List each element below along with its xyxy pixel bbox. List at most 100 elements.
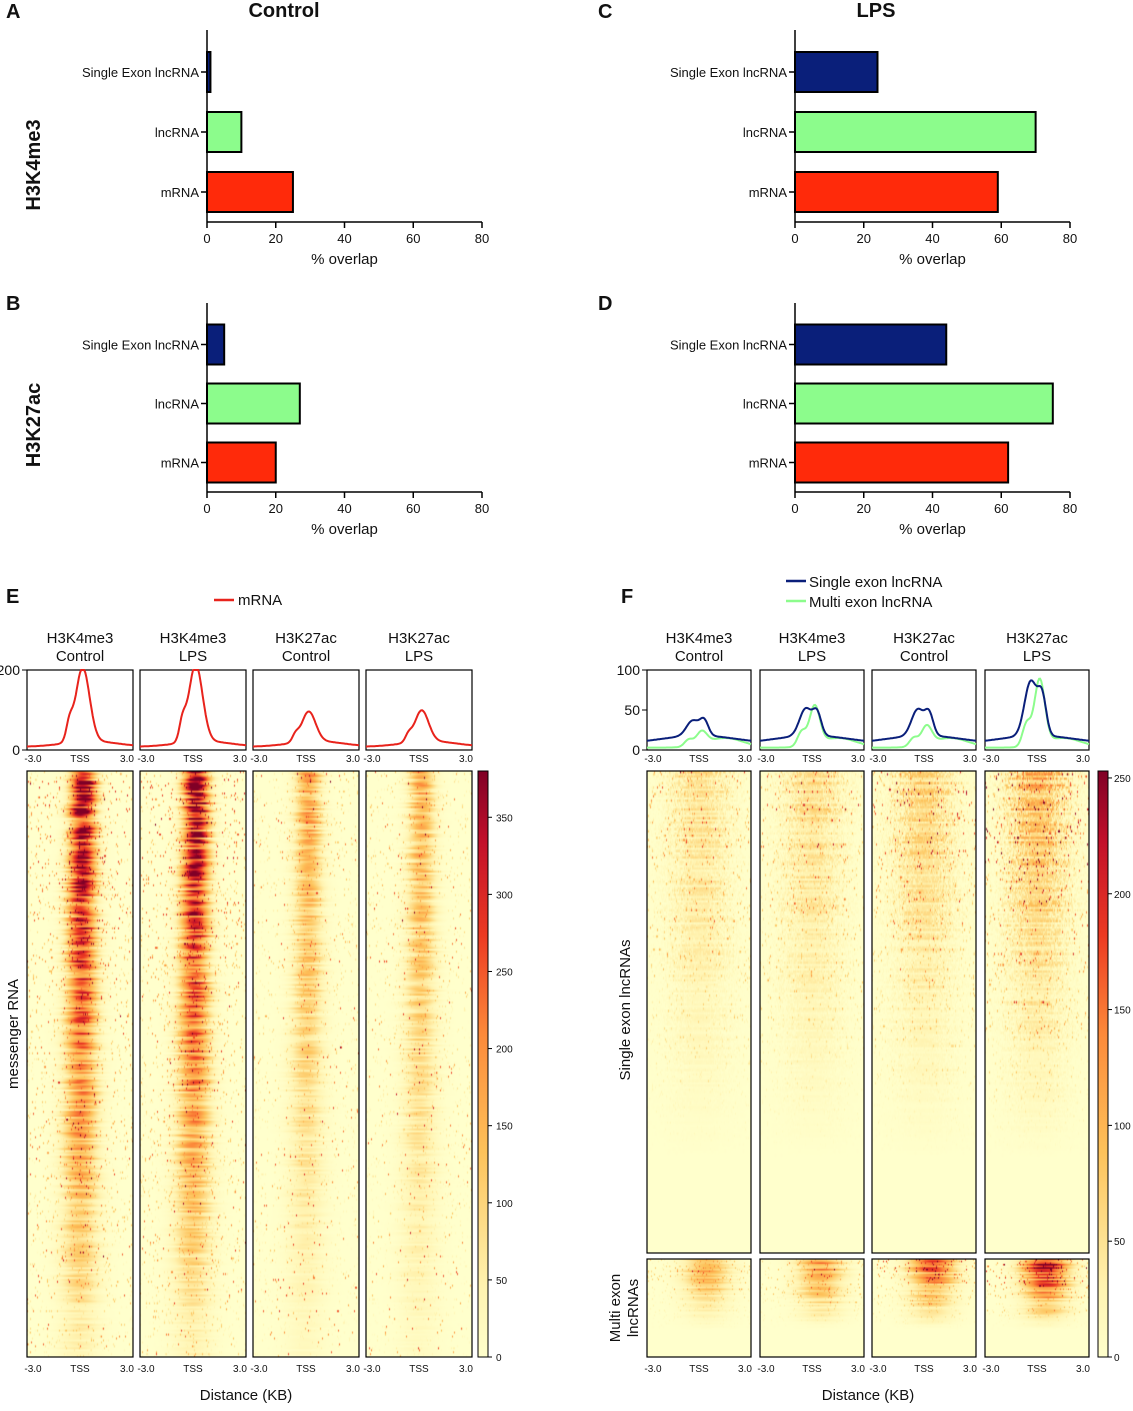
profile-line-mrna [27,669,134,748]
category-label: Single Exon lncRNA [82,338,199,353]
profile-x-tick: TSS [183,754,203,765]
x-axis-label: % overlap [899,521,966,538]
heatmap-x-tick: TSS [914,1364,934,1375]
x-tick-label: 40 [925,231,939,246]
colorbar-e [477,770,489,1358]
category-label: mRNA [161,456,200,471]
heatmap-frame [646,770,752,1254]
category-label: lncRNA [155,397,199,412]
x-tick-label: 40 [337,501,351,516]
title-control: Control [248,0,319,22]
bar-b-0 [206,323,226,366]
colorbar-tick-label: 0 [496,1353,502,1364]
x-tick-label: 20 [857,501,871,516]
bar-c-1 [794,111,1037,153]
x-tick-label: 20 [269,501,283,516]
profile-x-tick: TSS [914,754,934,765]
profile-line-single [984,679,1090,742]
column-mark-label: H3K27ac [893,630,955,647]
heatmap-e-1 [140,771,246,1357]
x-tick-label: 80 [475,231,489,246]
heatmap-f-single-2 [872,771,976,1253]
heatmap-row-label-multi-line2: lncRNAs [625,1279,642,1337]
heatmap-f-multi-3 [985,1259,1089,1357]
heatmap-row-label-single: Single exon lncRNAs [617,940,634,1081]
profile-x-tick: -3.0 [137,754,155,765]
heatmap-x-tick: TSS [296,1364,316,1375]
profile-line-mrna [253,710,360,748]
profile-x-tick: -3.0 [757,754,775,765]
profile-y-tick-label: 0 [12,742,20,758]
profile-x-tick: 3.0 [346,754,360,765]
colorbar-f [1097,770,1109,1358]
colorbar-tick-label: 0 [1114,1353,1120,1364]
heatmap-e-0 [27,771,133,1357]
heatmap-x-tick: 3.0 [120,1364,134,1375]
heatmap-e-3 [366,771,472,1357]
category-label: mRNA [749,456,788,471]
colorbar-tick-label: 200 [496,1045,513,1056]
profile-x-tick: TSS [409,754,429,765]
x-tick-label: 80 [1063,501,1077,516]
x-tick-label: 20 [269,231,283,246]
category-label: lncRNA [155,125,199,140]
heatmap-frame [365,770,473,1358]
heatmap-frame [871,770,977,1254]
profile-frame [646,669,752,751]
panel-label-f: F [621,586,633,608]
profile-line-single [646,716,752,742]
bar-chart-b: Single Exon lncRNA lncRNA mRNA 0 20 40 60 80 % o… [82,303,489,538]
colorbar-tick-label: 200 [1114,890,1131,901]
column-mark-label: H3K4me3 [666,630,733,647]
column-condition-label: Control [282,648,330,665]
colorbar-tick-label: 350 [496,813,513,824]
category-label: mRNA [161,185,200,200]
colorbar-tick-label: 150 [496,1122,513,1133]
x-tick-label: 0 [203,231,210,246]
heatmap-x-tick: TSS [70,1364,90,1375]
x-tick-label: 20 [857,231,871,246]
heatmap-f-single-0 [647,771,751,1253]
heatmap-x-tick: -3.0 [644,1364,662,1375]
colorbar-tick-label: 300 [496,890,513,901]
heatmap-frame [646,1258,752,1358]
profile-x-tick: 3.0 [738,754,752,765]
x-tick-label: 60 [406,501,420,516]
bar-a-1 [206,111,243,153]
heatmap-f-single-3 [985,771,1089,1253]
heatmap-f-single-1 [760,771,864,1253]
profile-x-tick: TSS [689,754,709,765]
category-label: lncRNA [743,125,787,140]
row-title-h3k4me3: H3K4me3 [23,119,45,210]
profile-x-tick: -3.0 [982,754,1000,765]
column-condition-label: Control [675,648,723,665]
bar-d-2 [794,441,1010,484]
heatmap-frame [139,770,247,1358]
heatmap-x-tick: -3.0 [250,1364,268,1375]
legend-label-single: Single exon lncRNA [809,574,942,591]
profile-x-tick: -3.0 [250,754,268,765]
heatmap-x-tick: -3.0 [137,1364,155,1375]
profile-x-tick: 3.0 [233,754,247,765]
heatmap-f-multi-0 [647,1259,751,1357]
heatmap-x-tick: TSS [409,1364,429,1375]
profile-x-tick: 3.0 [851,754,865,765]
heatmap-frame [26,770,134,1358]
column-mark-label: H3K4me3 [779,630,846,647]
profile-x-tick: TSS [296,754,316,765]
heatmap-x-tick: TSS [689,1364,709,1375]
heatmap-frame [252,770,360,1358]
profile-x-tick: -3.0 [644,754,662,765]
heatmap-frame [984,770,1090,1254]
bar-b-2 [206,441,277,484]
panel-label-d: D [598,293,612,315]
colorbar-tick-label: 150 [1114,1006,1131,1017]
heatmap-x-axis-label: Distance (KB) [822,1387,915,1404]
category-label: Single Exon lncRNA [82,65,199,80]
panel-label-c: C [598,1,612,23]
profile-x-tick: 3.0 [459,754,473,765]
profile-x-tick: -3.0 [869,754,887,765]
heatmap-x-tick: 3.0 [963,1364,977,1375]
profile-y-tick-label: 50 [624,702,640,718]
